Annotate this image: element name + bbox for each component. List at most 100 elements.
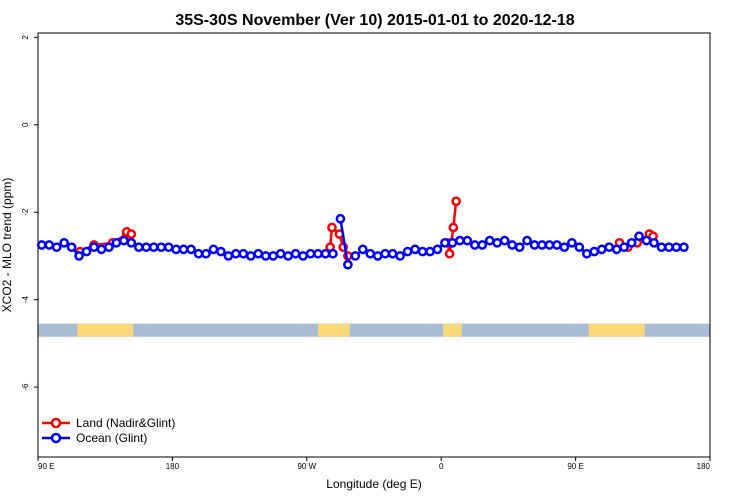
data-point (178, 244, 189, 255)
data-point (432, 244, 443, 255)
data-point (492, 237, 503, 248)
data-point (380, 248, 391, 259)
ocean-band (38, 323, 710, 337)
data-point (245, 251, 256, 261)
data-point (119, 235, 129, 246)
legend-label: Ocean (Glint) (76, 431, 147, 445)
data-point (567, 237, 577, 248)
data-point (163, 242, 174, 253)
data-point (679, 242, 689, 253)
data-point (66, 242, 77, 253)
data-point (589, 246, 600, 257)
data-point (357, 244, 368, 255)
data-point (89, 242, 99, 253)
data-point (451, 196, 461, 207)
data-point (81, 246, 92, 257)
x-tick-label: 90 E (567, 462, 583, 471)
land-segment (318, 323, 350, 337)
data-point (126, 237, 137, 248)
y-axis: 2 0 -2 -4 -6 (21, 35, 38, 391)
data-point (350, 251, 361, 261)
legend-marker (50, 432, 62, 444)
y-tick-label: 2 (21, 35, 30, 40)
data-point (649, 237, 659, 248)
data-point (320, 248, 331, 259)
data-point (59, 237, 69, 248)
data-point (148, 242, 159, 253)
data-point (141, 242, 152, 253)
data-point (484, 235, 495, 246)
data-point (36, 240, 47, 250)
data-point (455, 235, 465, 246)
data-point (410, 244, 420, 255)
y-tick-label: 0 (21, 122, 30, 127)
y-tick-label: -6 (21, 383, 30, 391)
legend: Land (Nadir&Glint)Ocean (Glint) (42, 416, 175, 445)
data-point (275, 248, 286, 259)
land-segment (77, 323, 134, 337)
data-point (327, 222, 337, 233)
data-point (596, 244, 607, 255)
data-point (305, 248, 316, 259)
y-tick-label: -2 (21, 208, 30, 216)
y-tick-label: -4 (21, 296, 30, 304)
data-point (641, 235, 652, 246)
data-point (335, 213, 346, 224)
data-point (395, 251, 405, 261)
data-point (96, 244, 107, 255)
data-point (537, 240, 547, 250)
data-point (133, 242, 144, 253)
series-line (339, 218, 350, 265)
land-segment (588, 323, 645, 337)
data-point (462, 235, 473, 246)
data-point (611, 244, 622, 255)
data-point (260, 251, 271, 261)
data-point (216, 246, 226, 257)
map-strip (38, 323, 710, 337)
data-point (671, 242, 682, 253)
data-point (440, 237, 450, 248)
data-point (544, 240, 555, 250)
data-point (313, 248, 323, 259)
data-point (208, 244, 219, 255)
x-axis-label: Longitude (deg E) (326, 477, 421, 491)
data-point (417, 246, 428, 257)
data-point (268, 251, 279, 261)
data-point (44, 240, 55, 250)
data-point (499, 235, 510, 246)
data-point (656, 242, 667, 253)
chart-title: 35S-30S November (Ver 10) 2015-01-01 to … (175, 12, 574, 29)
data-point (664, 242, 674, 253)
x-tick-label: 0 (439, 462, 444, 471)
data-point (522, 235, 532, 246)
data-point (574, 242, 585, 253)
data-point (619, 242, 629, 253)
x-axis: 90 E 180 90 W 0 90 E 180 (37, 457, 711, 471)
x-tick-label: 180 (166, 462, 180, 471)
data-point (507, 240, 517, 250)
data-point (552, 240, 562, 250)
data-point (387, 248, 398, 259)
data-point (223, 251, 234, 261)
data-point (193, 248, 204, 259)
data-point (365, 248, 376, 259)
data-point (477, 240, 488, 250)
data-point (581, 248, 592, 259)
data-point (156, 242, 167, 253)
data-point (634, 231, 644, 242)
x-tick-label: 90 W (297, 462, 316, 471)
data-point (111, 237, 122, 248)
data-point (290, 248, 301, 259)
data-point (74, 251, 84, 261)
series (36, 213, 689, 270)
data-point (372, 251, 383, 261)
series-layer (36, 196, 689, 270)
data-point (231, 248, 241, 259)
data-point (253, 248, 264, 259)
data-point (328, 248, 338, 259)
data-point (283, 251, 293, 261)
data-point (425, 246, 435, 257)
data-point (448, 222, 459, 233)
data-point (104, 242, 114, 253)
